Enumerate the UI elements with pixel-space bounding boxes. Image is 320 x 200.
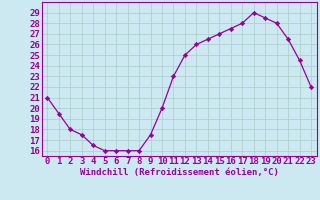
X-axis label: Windchill (Refroidissement éolien,°C): Windchill (Refroidissement éolien,°C) (80, 168, 279, 177)
